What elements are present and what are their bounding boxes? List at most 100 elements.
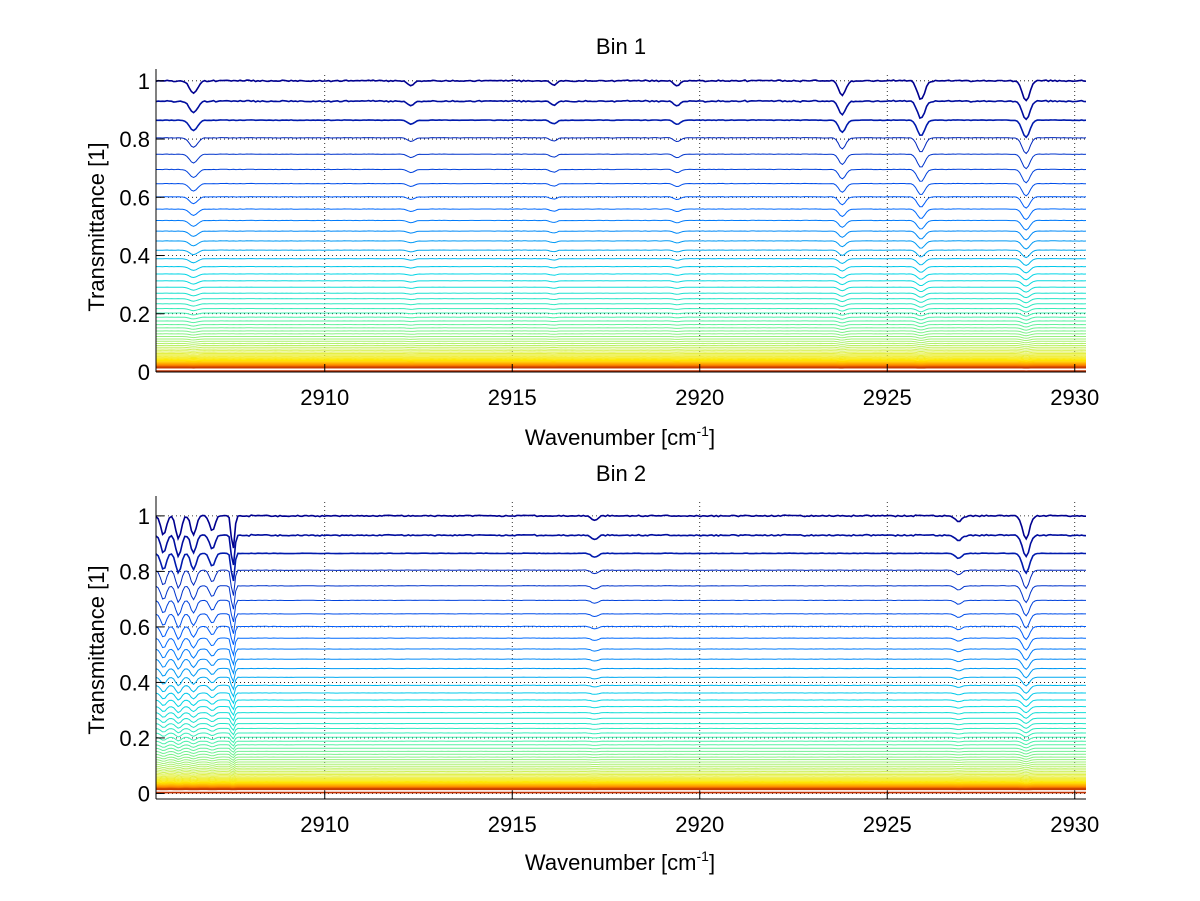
series-line [156, 711, 1086, 722]
series-line [156, 357, 1086, 360]
series-line [156, 338, 1086, 342]
y-axis-label: Transmittance [1] [84, 142, 109, 311]
y-tick-label: 0.8 [119, 559, 150, 584]
series-line [156, 667, 1086, 684]
series-line [156, 777, 1086, 780]
series-line [156, 753, 1086, 759]
chart-panel-bin-1: Bin 1 2910 2915 2920 2925 2930 0 0.2 0.4 0.6 0.8 1… [84, 34, 1099, 450]
x-tick-label: 2925 [863, 812, 912, 837]
series-line [156, 351, 1086, 354]
series-line [156, 99, 1086, 121]
x-tick-label: 2920 [675, 812, 724, 837]
series-line [156, 782, 1086, 785]
series-line [156, 744, 1086, 750]
series-line [156, 348, 1086, 351]
series-line [156, 599, 1086, 623]
series-line [156, 684, 1086, 698]
series-line [156, 340, 1086, 344]
y-tick-label: 0.8 [119, 127, 150, 152]
series-line [156, 779, 1086, 782]
x-tick-label: 2930 [1050, 385, 1099, 410]
series-line [156, 230, 1086, 241]
series-line [156, 767, 1086, 771]
chart-title: Bin 1 [596, 34, 646, 59]
series-line [156, 727, 1086, 736]
series-group [156, 514, 1086, 794]
series-line [156, 298, 1086, 304]
y-tick-label: 0.4 [119, 244, 150, 269]
series-line [156, 240, 1086, 250]
x-tick-label: 2920 [675, 385, 724, 410]
x-axis-label-superscript: -1 [697, 848, 710, 864]
series-line [156, 552, 1086, 582]
series-line [156, 765, 1086, 769]
series-line [156, 292, 1086, 299]
series-line [156, 761, 1086, 766]
series-line [156, 778, 1086, 781]
series-line [156, 781, 1086, 784]
series-line [156, 585, 1086, 610]
series-line [156, 280, 1086, 287]
series-line [156, 637, 1086, 657]
series-line [156, 307, 1086, 313]
series-line [156, 736, 1086, 744]
chart-panel-bin-2: Bin 2 2910 2915 2920 2925 2930 0 0.2 0.4 0.6 0.8 1… [84, 461, 1099, 875]
series-line [156, 182, 1086, 197]
series-line [156, 756, 1086, 761]
y-tick-label: 0.2 [119, 726, 150, 751]
series-line [156, 569, 1086, 596]
x-axis-label-superscript: -1 [697, 423, 710, 439]
y-tick-label: 0.2 [119, 302, 150, 327]
series-line [156, 286, 1086, 293]
series-line [156, 785, 1086, 787]
series-line [156, 533, 1086, 566]
x-axis-label: Wavenumber [cm-1] [525, 848, 715, 875]
x-tick-label: 2915 [488, 812, 537, 837]
x-axis-label-end: ] [709, 850, 715, 875]
series-line [156, 265, 1086, 274]
x-axis-label-end: ] [709, 425, 715, 450]
y-tick-label: 0.6 [119, 185, 150, 210]
series-line [156, 312, 1086, 317]
series-line [156, 359, 1086, 361]
y-tick-label: 1 [138, 69, 150, 94]
series-line [156, 750, 1086, 756]
series-line [156, 257, 1086, 267]
series-line [156, 783, 1086, 786]
series-line [156, 613, 1086, 634]
series-group [156, 79, 1086, 372]
series-line [156, 303, 1086, 309]
series-line [156, 776, 1086, 779]
x-tick-label: 2925 [863, 385, 912, 410]
series-line [156, 350, 1086, 353]
series-line [156, 316, 1086, 321]
chart-title: Bin 2 [596, 461, 646, 486]
series-line [156, 770, 1086, 774]
series-line [156, 763, 1086, 768]
series-line [156, 705, 1086, 717]
series-line [156, 336, 1086, 339]
series-line [156, 355, 1086, 358]
series-line [156, 273, 1086, 281]
series-line [156, 346, 1086, 349]
series-line [156, 356, 1086, 359]
series-line [156, 333, 1086, 337]
series-line [156, 774, 1086, 777]
series-line [156, 784, 1086, 787]
y-axis-label: Transmittance [1] [84, 565, 109, 734]
series-line [156, 320, 1086, 325]
series-line [156, 358, 1086, 361]
series-line [156, 769, 1086, 773]
series-line [156, 344, 1086, 348]
series-line [156, 323, 1086, 328]
series-line [156, 153, 1086, 170]
series-line [156, 514, 1086, 549]
series-line [156, 249, 1086, 259]
x-tick-label: 2910 [300, 812, 349, 837]
series-line [156, 747, 1086, 753]
series-line [156, 732, 1086, 740]
series-line [156, 168, 1086, 184]
x-axis-label-text: Wavenumber [cm [525, 425, 697, 450]
x-tick-label: 2910 [300, 385, 349, 410]
